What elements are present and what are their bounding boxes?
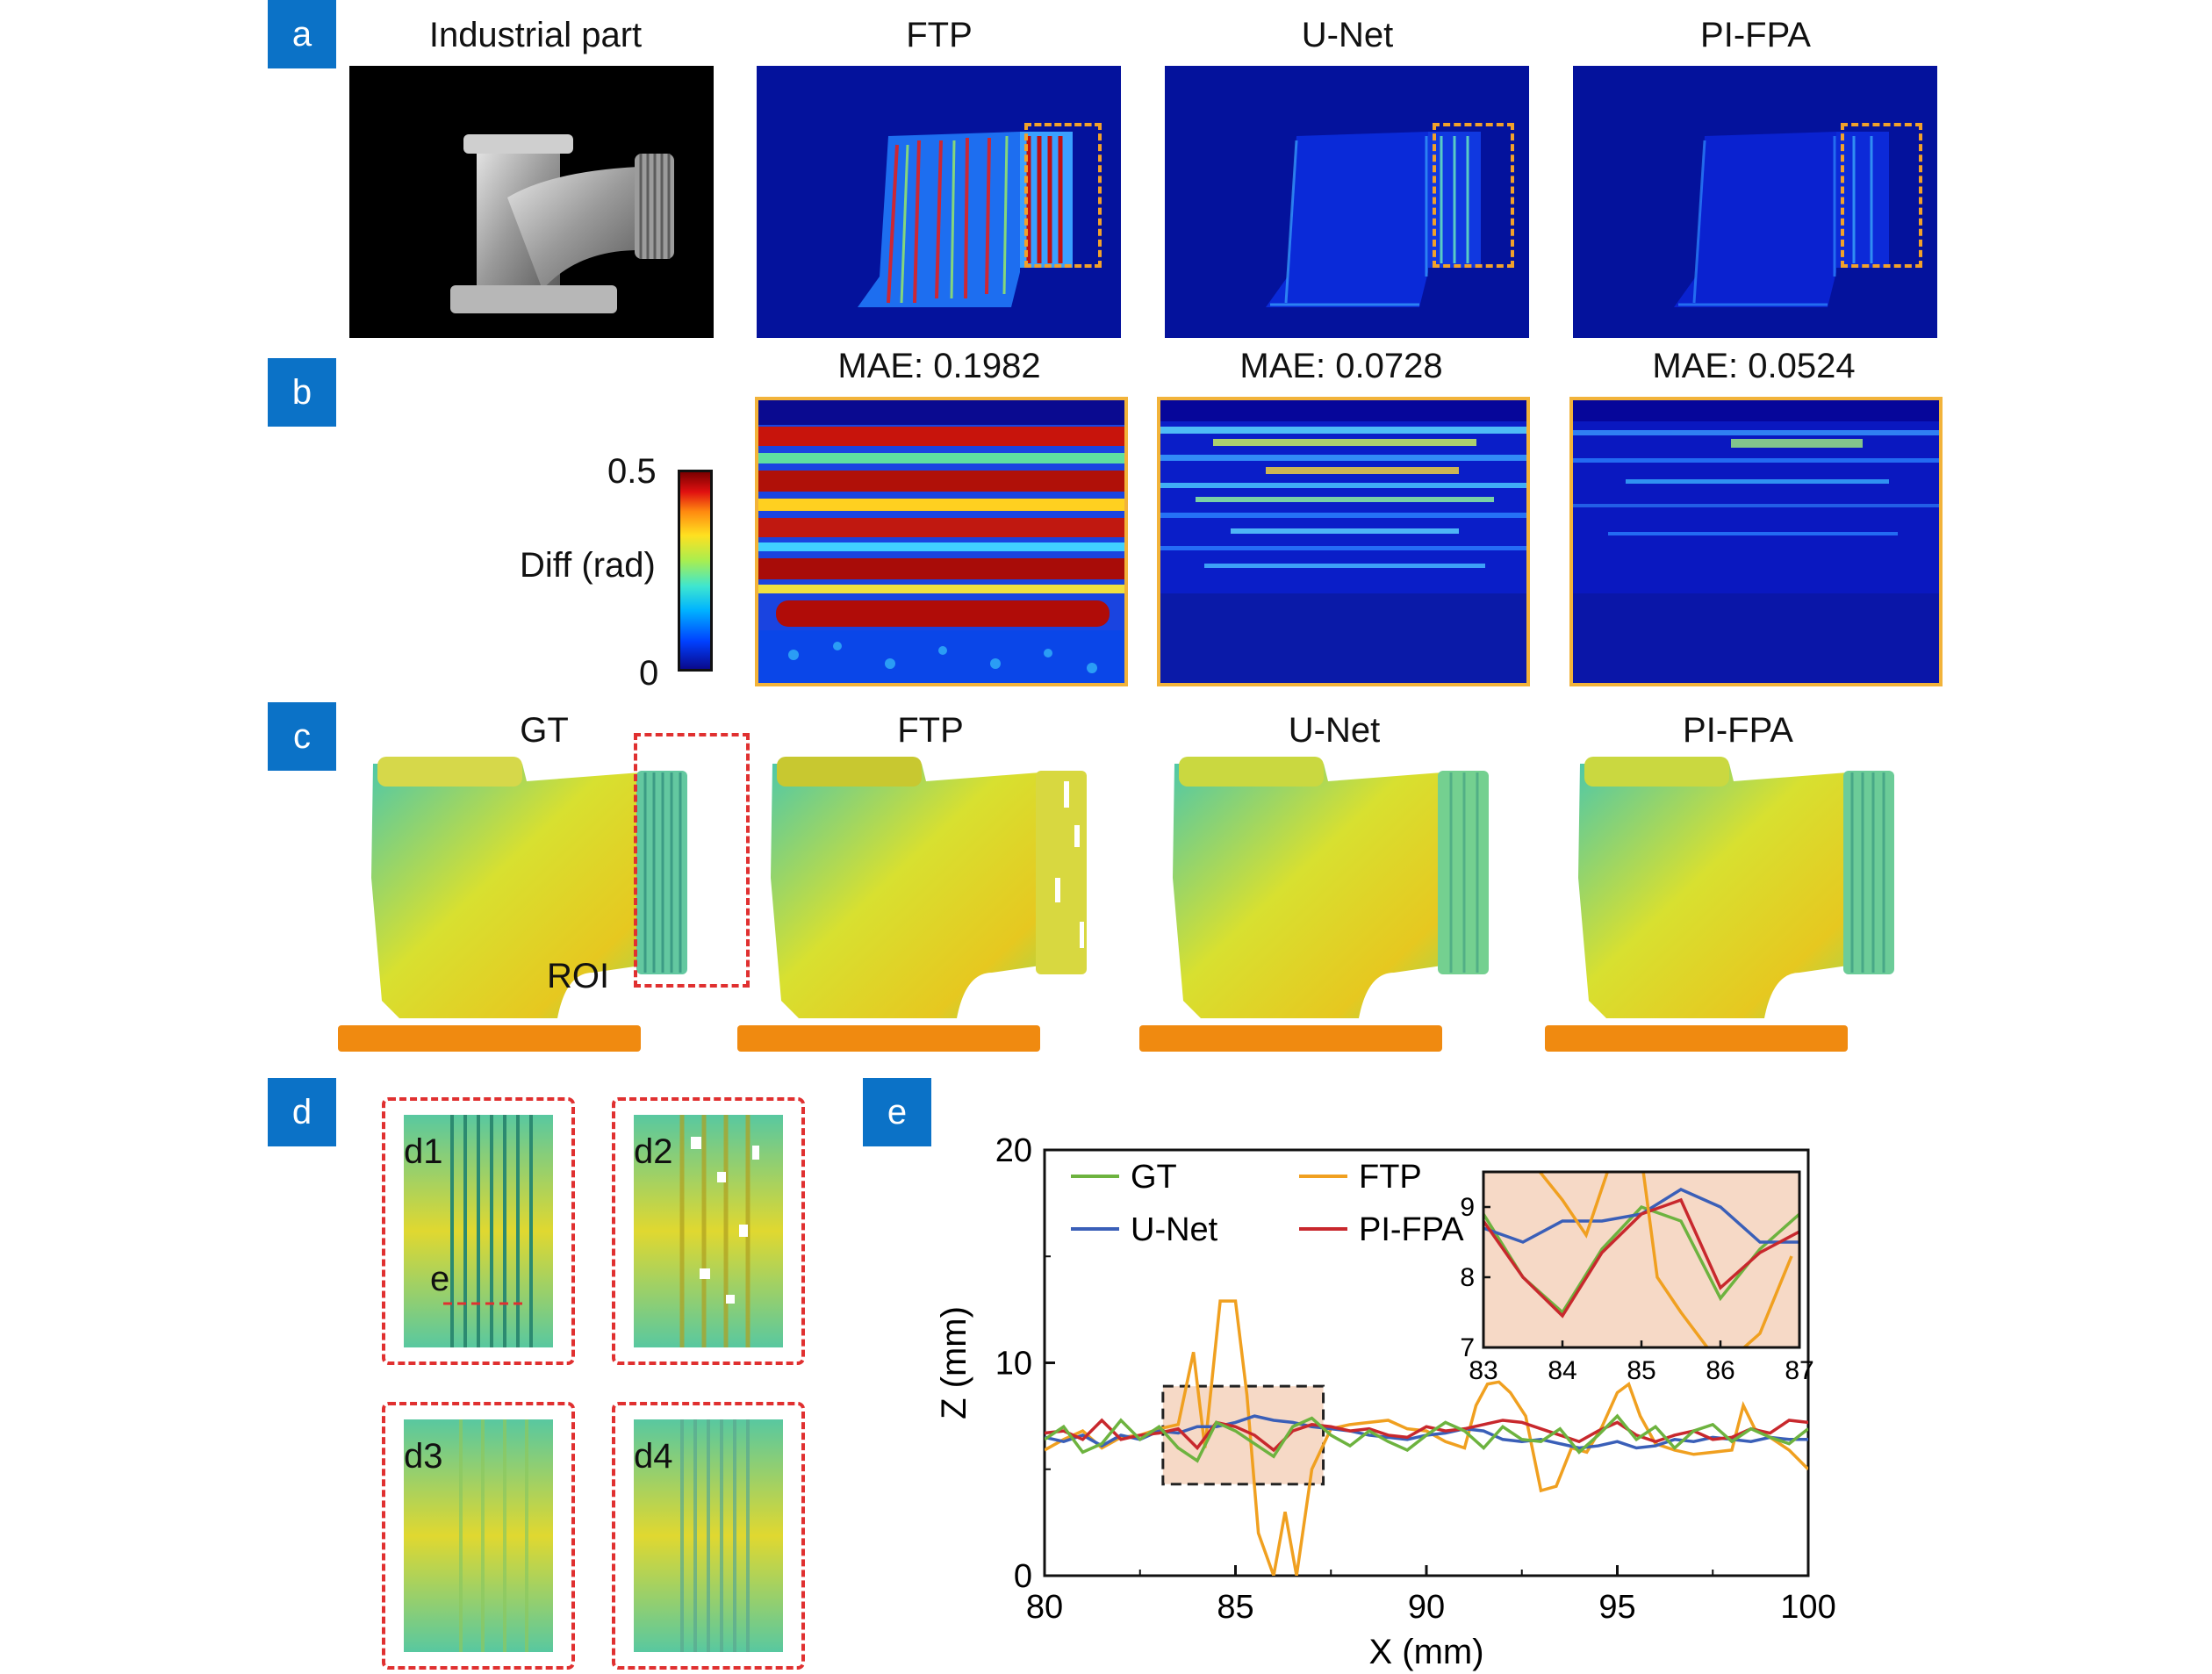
inset-series-ftp [1538,1172,1793,1347]
industrial-part-photo [349,66,714,338]
roi-box-ftp [1024,123,1102,268]
mesh-unet [1139,757,1489,1052]
mesh-pifpa [1545,757,1894,1052]
x-tick-label: 100 [1780,1589,1835,1626]
roi-box-gt [634,733,750,988]
inset-series-pi-fpa [1483,1197,1799,1318]
error-map-unet [1165,66,1529,338]
inset-d3-frame [382,1402,575,1670]
inset-y-tick-label: 8 [1460,1263,1475,1292]
panel-c-title-unet: U-Net [1288,711,1381,750]
panel-a-title-part: Industrial part [428,16,643,54]
colorbar-min: 0 [639,654,659,693]
x-tick-label: 85 [1217,1589,1253,1626]
zoom-error-pifpa [1569,397,1943,686]
x-tick-label: 80 [1026,1589,1063,1626]
inset-x-tick-label: 87 [1785,1356,1813,1385]
inset-d2-mesh [634,1115,783,1347]
mae-pifpa: MAE: 0.0524 [1652,347,1856,385]
panel-c-title-pifpa: PI-FPA [1683,711,1793,750]
panel-c-title-ftp: FTP [897,711,964,750]
inset-y-tick-label: 9 [1460,1193,1475,1222]
panel-c-title-gt: GT [520,711,569,750]
roi-box-unet [1433,123,1514,268]
series-line-ftp [1045,1299,1808,1576]
x-tick-label: 95 [1598,1589,1635,1626]
panel-e-tag: e [863,1078,931,1146]
panel-b-tag: b [268,358,336,427]
panel-a-title-pifpa: PI-FPA [1700,16,1811,54]
inset-d2-frame [612,1097,805,1365]
inset-d1-mesh [404,1115,553,1347]
profile-e-label: e [430,1260,450,1298]
inset-d4-frame [612,1402,805,1670]
roi-box-pifpa [1841,123,1922,268]
inset-x-tick-label: 83 [1469,1356,1497,1385]
x-axis-label: X (mm) [1368,1633,1483,1671]
y-tick-label: 20 [995,1132,1032,1169]
legend-label-u-net: U-Net [1131,1211,1218,1248]
mae-unet: MAE: 0.0728 [1239,347,1443,385]
mae-ftp: MAE: 0.1982 [837,347,1041,385]
inset-d3-label: d3 [404,1437,443,1476]
inset-d1-frame [382,1097,575,1365]
inset-d3-mesh [404,1419,553,1652]
colorbar-label: Diff (rad) [520,546,656,585]
colorbar [678,470,713,672]
inset-d1-label: d1 [404,1132,443,1171]
legend-label-ftp: FTP [1359,1159,1422,1196]
error-map-ftp [757,66,1121,338]
inset-background [1483,1172,1799,1347]
error-map-pifpa [1573,66,1937,338]
inset-x-tick-label: 86 [1706,1356,1734,1385]
inset-d2-label: d2 [634,1132,673,1171]
legend-label-gt: GT [1131,1159,1177,1196]
inset-y-tick-label: 7 [1460,1333,1475,1362]
panel-c-tag: c [268,702,336,771]
panel-a-tag: a [268,0,336,68]
panel-d-tag: d [268,1078,336,1146]
y-tick-label: 0 [1014,1558,1032,1595]
panel-a-title-unet: U-Net [1301,16,1394,54]
y-axis-label: Z (mm) [935,1306,973,1419]
x-tick-label: 90 [1408,1589,1445,1626]
series-line-pi-fpa [1045,1418,1808,1453]
zoom-error-ftp [755,397,1128,686]
panel-a-title-ftp: FTP [906,16,973,54]
mesh-gt [338,757,687,1052]
profile-chart: 80 85 90 95 100 0 10 20 X (mm) Z (mm) GT FTP U-Net PI… [935,1132,1836,1671]
y-tick-label: 10 [995,1346,1032,1383]
roi-label: ROI [547,957,610,995]
colorbar-max: 0.5 [607,452,657,491]
zoom-error-unet [1157,397,1530,686]
series-line-gt [1045,1413,1808,1463]
inset-d4-mesh [634,1419,783,1652]
inset-x-tick-label: 84 [1548,1356,1576,1385]
legend-label-pi-fpa: PI-FPA [1359,1211,1464,1248]
mesh-ftp [737,757,1087,1052]
inset-x-tick-label: 85 [1627,1356,1655,1385]
inset-d4-label: d4 [634,1437,673,1476]
